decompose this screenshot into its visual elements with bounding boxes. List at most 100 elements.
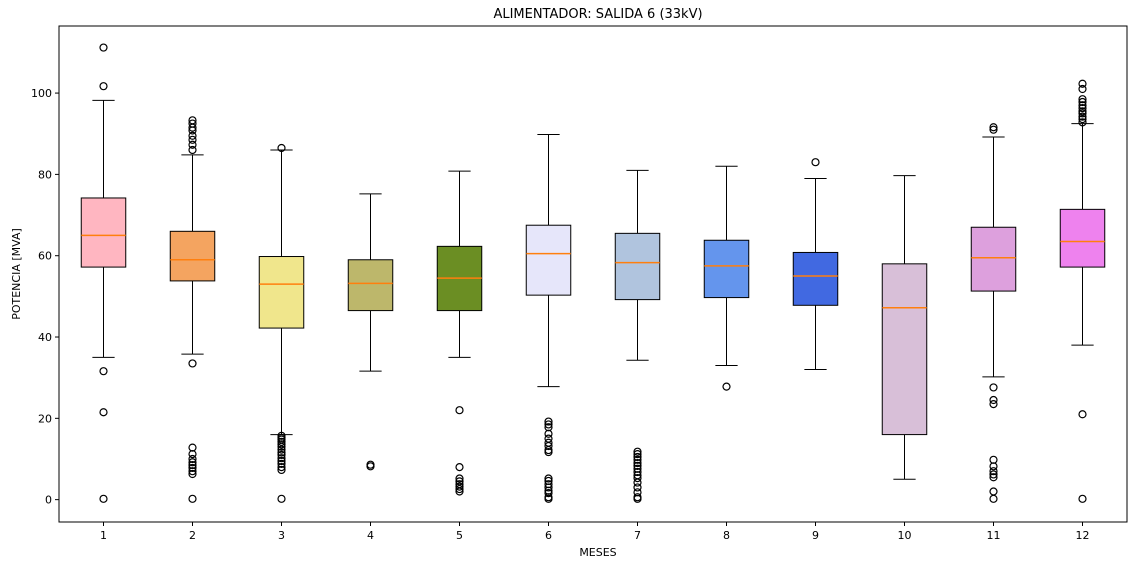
flier-point	[188, 463, 197, 473]
plot-area	[58, 25, 1128, 523]
flier-point	[1078, 410, 1087, 419]
flier-point	[1078, 101, 1087, 110]
flier-point	[1078, 109, 1087, 118]
box-group-8	[703, 165, 750, 391]
flier-point	[277, 442, 286, 451]
flier-point	[455, 406, 464, 415]
flier-point	[188, 123, 197, 132]
flier-point	[544, 483, 553, 492]
flier-point	[99, 82, 108, 91]
flier-point	[544, 441, 553, 451]
box-iqr	[525, 224, 572, 296]
box-iqr	[1059, 208, 1106, 268]
flier-point	[455, 463, 464, 472]
flier-point	[188, 454, 197, 464]
flier-point	[188, 145, 197, 155]
flier-point	[989, 462, 998, 471]
x-tick-label: 7	[634, 529, 641, 542]
box-iqr	[792, 251, 839, 306]
box-iqr	[80, 197, 127, 268]
y-tick-label: 60	[38, 250, 52, 263]
flier-point	[99, 408, 108, 417]
flier-point	[455, 477, 464, 486]
flier-point	[989, 470, 998, 479]
box-group-7	[614, 169, 661, 503]
flier-point	[633, 494, 642, 503]
flier-point	[633, 458, 642, 468]
flier-point	[1078, 118, 1087, 127]
flier-point	[544, 429, 553, 438]
box-group-12	[1059, 79, 1106, 503]
flier-point	[277, 456, 286, 466]
flier-point	[277, 465, 286, 475]
box-iqr	[703, 239, 750, 299]
box-group-2	[169, 116, 216, 503]
x-tick-label: 11	[987, 529, 1001, 542]
flier-point	[188, 494, 197, 503]
flier-point	[989, 467, 998, 476]
flier-point	[633, 455, 642, 464]
flier-point	[1078, 104, 1087, 113]
x-tick-label: 4	[367, 529, 374, 542]
flier-point	[277, 454, 286, 463]
box-group-3	[258, 143, 305, 503]
flier-point	[277, 440, 286, 449]
flier-point	[1078, 115, 1087, 124]
flier-point	[1078, 112, 1087, 121]
flier-point	[188, 469, 197, 479]
box-group-4	[347, 193, 394, 471]
x-tick-label: 8	[723, 529, 730, 542]
flier-point	[989, 383, 998, 392]
x-tick-label: 12	[1076, 529, 1090, 542]
flier-point	[277, 143, 286, 153]
flier-point	[989, 395, 998, 405]
box-group-1	[80, 43, 127, 503]
flier-point	[633, 450, 642, 459]
box-group-9	[792, 158, 839, 371]
flier-point	[544, 489, 553, 498]
flier-point	[633, 461, 642, 470]
x-tick-label: 5	[456, 529, 463, 542]
flier-point	[277, 437, 286, 447]
flier-point	[455, 482, 464, 491]
flier-point	[188, 467, 197, 476]
box-iqr	[258, 256, 305, 329]
y-tick-label: 20	[38, 412, 52, 425]
flier-point	[544, 474, 553, 483]
flier-point	[1078, 84, 1087, 94]
box-group-6	[525, 134, 572, 503]
flier-point	[544, 417, 553, 426]
flier-point	[277, 448, 286, 457]
flier-point	[1078, 79, 1087, 88]
flier-point	[366, 462, 375, 471]
flier-point	[633, 483, 642, 492]
y-axis-label: POTENCIA [MVA]	[10, 228, 23, 320]
flier-point	[277, 463, 286, 472]
x-tick-label: 1	[100, 529, 107, 542]
flier-point	[188, 460, 197, 470]
x-axis: 1 2 3 4 5 6 7 8 9 10 11 12	[100, 522, 1090, 542]
flier-point	[277, 450, 286, 460]
flier-point	[188, 135, 197, 144]
x-tick-label: 6	[545, 529, 552, 542]
flier-point	[455, 487, 464, 496]
y-axis: 0 20 40 60 80 100	[31, 87, 59, 507]
flier-point	[188, 126, 197, 135]
flier-point	[188, 131, 197, 140]
flier-point	[811, 158, 820, 167]
y-tick-label: 40	[38, 331, 52, 344]
box-iqr	[347, 259, 394, 312]
flier-point	[989, 473, 998, 482]
flier-point	[989, 487, 998, 496]
x-tick-label: 2	[189, 529, 196, 542]
chart-title: ALIMENTADOR: SALIDA 6 (33kV)	[493, 7, 702, 22]
flier-point	[1078, 97, 1087, 107]
x-axis-label: MESES	[579, 546, 616, 559]
flier-point	[633, 467, 642, 477]
flier-point	[633, 447, 642, 456]
flier-point	[277, 494, 286, 503]
box-iqr	[881, 263, 928, 436]
flier-point	[188, 450, 197, 459]
flier-point	[455, 474, 464, 483]
flier-point	[455, 484, 464, 494]
